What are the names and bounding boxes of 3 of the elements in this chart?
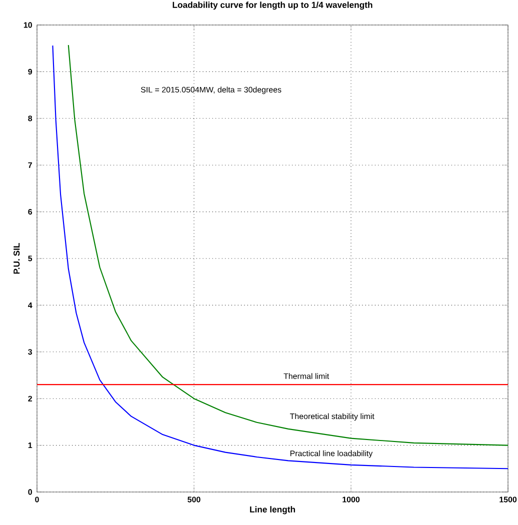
x-axis-title: Line length (250, 506, 295, 514)
y-axis-title: P.U. SIL (14, 243, 20, 274)
chart-title: Loadability curve for length up to 1/4 wavelength (172, 2, 372, 10)
